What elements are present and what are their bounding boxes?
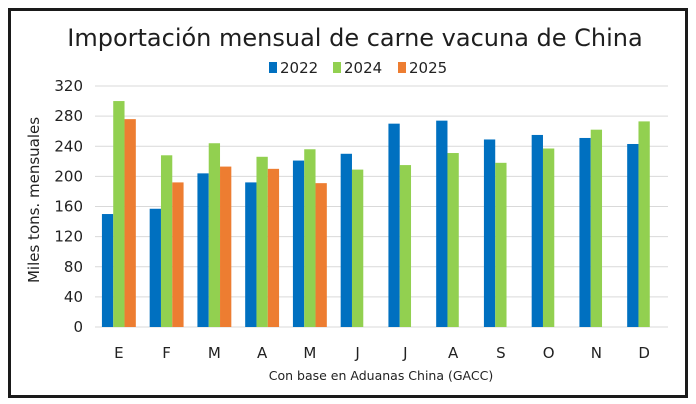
bar-2022-4 — [245, 182, 257, 327]
bar-2022-9 — [483, 139, 496, 327]
bar-2022-11 — [579, 137, 591, 327]
x-tick-label: N — [591, 344, 602, 362]
bar-2022-7 — [388, 123, 400, 327]
bar-2024-6 — [351, 169, 364, 327]
y-axis-label: Miles tons. mensuales — [25, 117, 43, 283]
x-tick-label: D — [638, 344, 650, 362]
x-tick-label: A — [257, 344, 268, 362]
bar-2022-6 — [340, 153, 352, 327]
bar-2024-11 — [590, 129, 603, 327]
bar-2024-4 — [256, 156, 268, 327]
legend-label: 2022 — [280, 59, 318, 77]
x-tick-label: J — [402, 344, 407, 362]
y-axis-ticks: 0 40 80 120 160 200 240 280 320 — [54, 77, 83, 336]
legend-item-2025: 2025 — [398, 59, 447, 77]
chart-title: Importación mensual de carne vacuna de C… — [67, 24, 642, 52]
bar-2022-10 — [531, 134, 543, 327]
bar-2024-12 — [638, 121, 650, 327]
legend-item-2024: 2024 — [333, 59, 382, 77]
y-tick-label: 200 — [54, 167, 83, 185]
bar-2025-5 — [315, 183, 327, 327]
bar-2024-10 — [542, 148, 555, 327]
bar-2022-3 — [197, 173, 209, 327]
gridlines — [95, 85, 668, 328]
y-tick-label: 0 — [73, 318, 83, 336]
y-tick-label: 80 — [64, 258, 83, 276]
x-tick-label: O — [543, 344, 555, 362]
bar-2024-2 — [160, 155, 173, 327]
bar-2024-9 — [495, 162, 507, 327]
legend-swatch — [333, 62, 341, 73]
x-tick-label: A — [448, 344, 459, 362]
y-tick-label: 320 — [54, 77, 83, 95]
legend-item-2022: 2022 — [269, 59, 318, 77]
legend-label: 2024 — [344, 59, 382, 77]
bar-2025-4 — [267, 168, 280, 327]
bar-2022-5 — [292, 160, 305, 327]
x-tick-label: J — [354, 344, 359, 362]
bar-2025-2 — [172, 182, 184, 327]
bar-2022-8 — [436, 120, 448, 327]
legend-swatch — [269, 62, 277, 73]
bar-2024-7 — [399, 165, 412, 327]
bar-2024-5 — [304, 149, 316, 327]
x-tick-label: E — [114, 344, 123, 362]
x-tick-label: M — [208, 344, 221, 362]
legend-label: 2025 — [409, 59, 447, 77]
bar-2022-2 — [149, 208, 161, 327]
bar-2025-3 — [220, 166, 232, 327]
x-tick-label: M — [303, 344, 316, 362]
x-tick-label: S — [496, 344, 506, 362]
y-tick-label: 40 — [64, 288, 83, 306]
bar-2022-12 — [627, 143, 639, 327]
bars — [101, 101, 650, 327]
y-tick-label: 120 — [54, 228, 83, 246]
bar-2024-1 — [113, 101, 125, 327]
y-tick-label: 160 — [54, 198, 83, 216]
x-tick-label: F — [162, 344, 171, 362]
x-axis-label: Con base en Aduanas China (GACC) — [269, 368, 493, 383]
legend: 2022 2024 2025 — [269, 59, 447, 77]
legend-swatch — [398, 62, 406, 73]
bar-2025-1 — [124, 119, 136, 327]
y-tick-label: 240 — [54, 137, 83, 155]
y-tick-label: 280 — [54, 107, 83, 125]
bar-2024-8 — [447, 153, 459, 327]
bar-2022-1 — [101, 214, 114, 327]
bar-2024-3 — [208, 143, 221, 327]
